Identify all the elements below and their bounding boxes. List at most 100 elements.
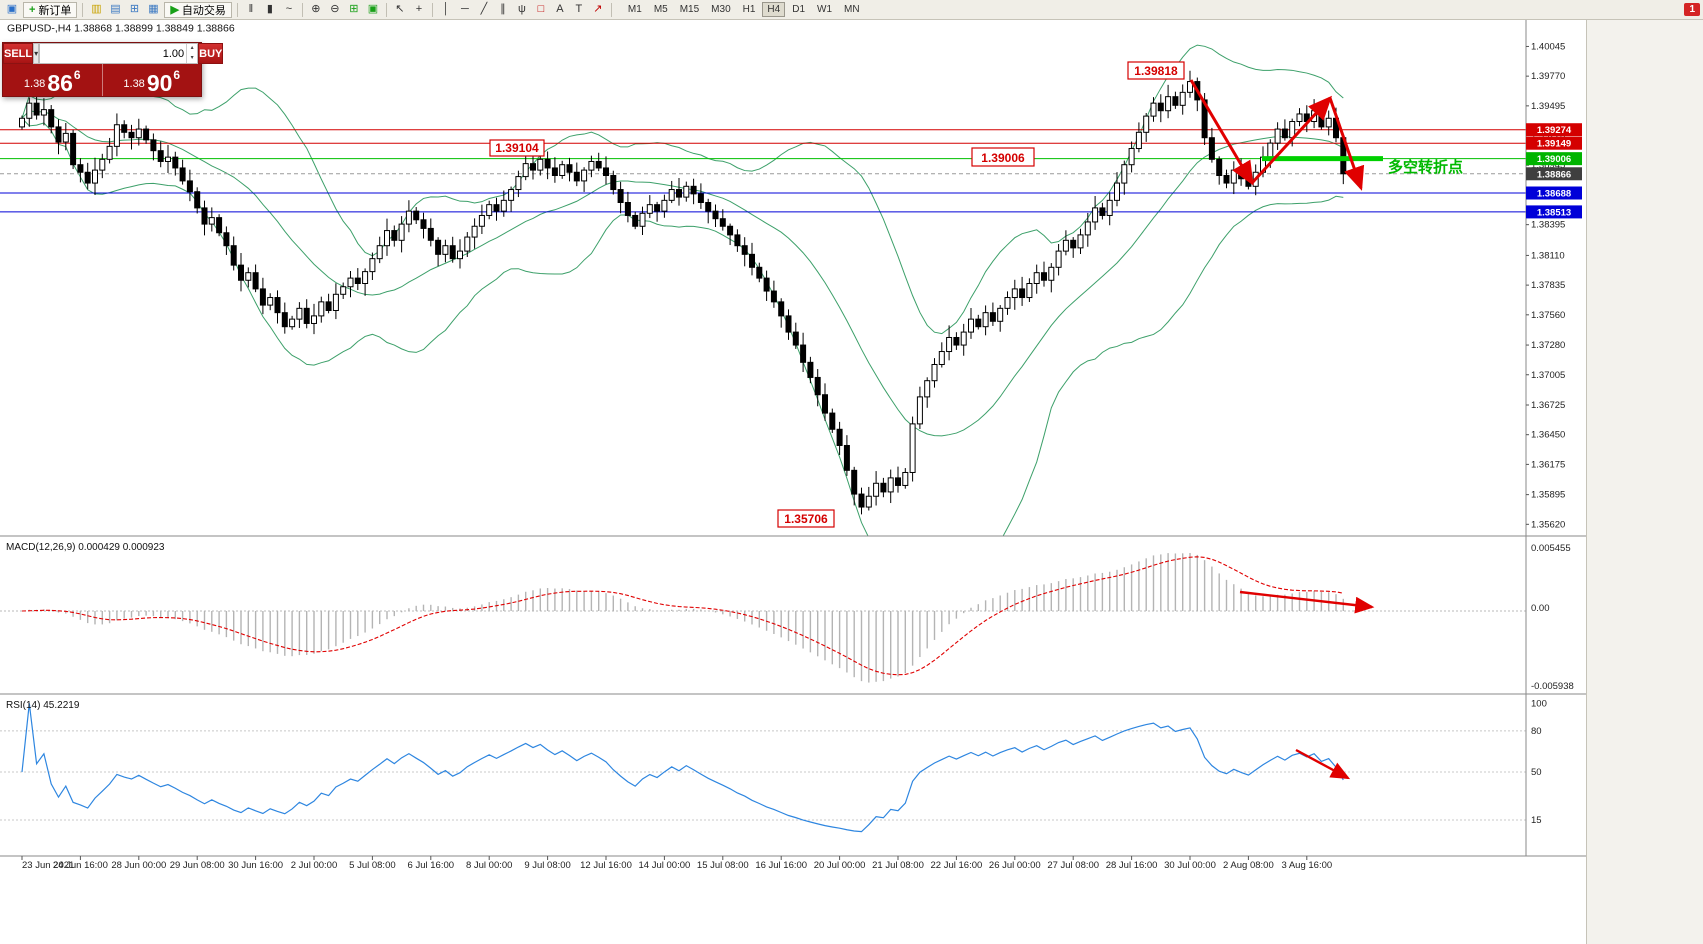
price-badge-1.38866: 1.38866 [1526, 167, 1582, 181]
bull-bear-pivot-label[interactable]: 多空转折点 [1388, 158, 1463, 176]
buy-button[interactable]: BUY [198, 43, 224, 64]
bar-chart-icon[interactable]: ‖ [248, 3, 254, 15]
sell-button[interactable]: SELL [3, 43, 34, 64]
macd-signal-line [21, 556, 1344, 676]
svg-text:16 Jul 16:00: 16 Jul 16:00 [755, 860, 807, 871]
rsi-pane-label: RSI(14) 45.2219 [6, 700, 80, 711]
toolbar-separator [385, 2, 387, 17]
line-chart-icon[interactable]: ~ [285, 3, 293, 15]
cursor-icon[interactable]: ↖ [395, 3, 405, 15]
crosshair-icon[interactable]: + [415, 3, 423, 15]
svg-text:1.35620: 1.35620 [1531, 519, 1565, 530]
timeframe-h1[interactable]: H1 [742, 4, 756, 15]
alert-badge[interactable]: 1 [1684, 3, 1700, 16]
auto-trading-button[interactable]: ▶ 自动交易 [164, 1, 232, 18]
buy-price-prefix: 1.38 [123, 78, 145, 90]
svg-text:1.39149: 1.39149 [1537, 139, 1571, 150]
tile-windows-icon[interactable]: ⊞ [349, 3, 359, 15]
svg-text:26 Jul 00:00: 26 Jul 00:00 [989, 860, 1041, 871]
toolbar-separator [82, 2, 84, 17]
svg-text:1.35895: 1.35895 [1531, 490, 1565, 501]
timeframe-d1[interactable]: D1 [792, 4, 806, 15]
trend-arrow-3[interactable] [1328, 97, 1365, 191]
market-watch-icon[interactable]: ▥ [91, 3, 102, 15]
rsi-arrow[interactable] [1295, 748, 1351, 780]
price-label-1.39818[interactable]: 1.39818 [1127, 61, 1185, 80]
macd-axis-label: 0.005455 [1531, 543, 1571, 554]
macd-arrow[interactable] [1239, 590, 1375, 614]
navigator-icon[interactable]: ⊞ [129, 3, 140, 15]
timeframe-mn[interactable]: MN [844, 4, 860, 15]
trend-arrow-1[interactable] [1189, 79, 1254, 186]
right-empty-panel [1586, 20, 1703, 944]
cascade-windows-icon[interactable]: ▣ [367, 3, 379, 15]
svg-text:1.38945: 1.38945 [1531, 160, 1565, 171]
price-badge-1.38688: 1.38688 [1526, 186, 1582, 200]
arrows-icon[interactable]: ↗ [593, 3, 603, 15]
svg-text:1.40045: 1.40045 [1531, 41, 1565, 52]
chart-canvas[interactable]: 1.39818 1.39104 1.39006 1.35706 多空转折点 1.40045… [0, 20, 1586, 872]
svg-text:1.38395: 1.38395 [1531, 220, 1565, 231]
vertical-line-icon[interactable]: │ [442, 3, 450, 15]
sell-price[interactable]: 1.38 86 6 [3, 64, 102, 96]
price-badge-1.38513: 1.38513 [1526, 205, 1582, 219]
svg-text:30 Jun 16:00: 30 Jun 16:00 [228, 860, 283, 871]
svg-text:1.39104: 1.39104 [495, 141, 539, 155]
toolbar-separator [236, 2, 238, 17]
svg-text:12 Jul 16:00: 12 Jul 16:00 [580, 860, 632, 871]
timeframe-toolbar: M1 M5 M15 M30 H1 H4 D1 W1 MN [622, 2, 866, 17]
price-badge-1.39149: 1.39149 [1526, 136, 1582, 150]
timeframe-h4[interactable]: H4 [762, 2, 786, 17]
app-icon: ▣ [6, 3, 18, 15]
volume-up-button[interactable]: ▴ [186, 44, 197, 54]
svg-text:1.39006: 1.39006 [1537, 154, 1571, 165]
zoom-in-icon[interactable]: ⊕ [311, 3, 321, 15]
horizontal-line-icon[interactable]: ─ [461, 3, 469, 15]
price-label-1.35706[interactable]: 1.35706 [777, 509, 835, 528]
svg-text:21 Jul 08:00: 21 Jul 08:00 [872, 860, 924, 871]
buy-price-big: 90 [146, 70, 173, 97]
buy-price-sup: 6 [173, 68, 181, 82]
trendline-icon[interactable]: ╱ [480, 3, 488, 15]
volume-input[interactable] [40, 44, 187, 63]
buy-price[interactable]: 1.38 90 6 [101, 64, 201, 97]
fibonacci-icon[interactable]: ψ [517, 3, 526, 15]
svg-text:1.36725: 1.36725 [1531, 400, 1565, 411]
macd-axis-label: 0.00 [1531, 603, 1550, 614]
timeframe-w1[interactable]: W1 [817, 4, 833, 15]
bottom-empty-panel [0, 872, 1586, 944]
volume-down-button[interactable]: ▾ [186, 53, 197, 63]
rsi-axis-label: 80 [1531, 726, 1542, 737]
price-badge-1.39006: 1.39006 [1526, 152, 1582, 166]
svg-text:1.38688: 1.38688 [1537, 189, 1571, 200]
main-toolbar: ▣ + 新订单 ▥ ▤ ⊞ ▦ ▶ 自动交易 ‖ ▮ ~ ⊕ ⊖ ⊞ ▣ ↖ + │ ─ ╱ ∥ ψ □ A T ↗ M1 M5 M15 M… [0, 0, 1703, 20]
price-label-1.39006[interactable]: 1.39006 [971, 147, 1035, 167]
timeframe-m30[interactable]: M30 [711, 4, 731, 15]
svg-text:8 Jul 00:00: 8 Jul 00:00 [466, 860, 512, 871]
svg-text:29 Jun 08:00: 29 Jun 08:00 [170, 860, 225, 871]
shapes-icon[interactable]: □ [537, 3, 545, 15]
candlestick-icon[interactable]: ▮ [266, 3, 273, 15]
text-icon[interactable]: A [556, 3, 564, 15]
svg-text:2 Aug 08:00: 2 Aug 08:00 [1223, 860, 1274, 871]
zoom-out-icon[interactable]: ⊖ [330, 3, 340, 15]
timeframe-m1[interactable]: M1 [627, 4, 642, 15]
svg-text:30 Jul 00:00: 30 Jul 00:00 [1164, 860, 1216, 871]
trade-menu-caret-icon[interactable]: ▾ [33, 43, 40, 64]
rsi-line [21, 703, 1344, 833]
svg-text:1.38110: 1.38110 [1531, 250, 1565, 261]
svg-text:1.39495: 1.39495 [1531, 101, 1565, 112]
trend-arrow-2[interactable] [1250, 95, 1333, 185]
timeframe-m15[interactable]: M15 [679, 4, 700, 15]
rsi-axis-label: 50 [1531, 767, 1542, 778]
label-icon[interactable]: T [575, 3, 583, 15]
terminal-icon[interactable]: ▦ [148, 3, 159, 15]
data-window-icon[interactable]: ▤ [110, 3, 121, 15]
auto-trading-button-label: 自动交易 [181, 4, 226, 17]
new-order-button[interactable]: + 新订单 [23, 1, 78, 18]
channel-icon[interactable]: ∥ [500, 3, 506, 15]
price-label-1.39104[interactable]: 1.39104 [489, 139, 545, 157]
timeframe-m5[interactable]: M5 [653, 4, 668, 15]
svg-text:22 Jul 16:00: 22 Jul 16:00 [931, 860, 983, 871]
